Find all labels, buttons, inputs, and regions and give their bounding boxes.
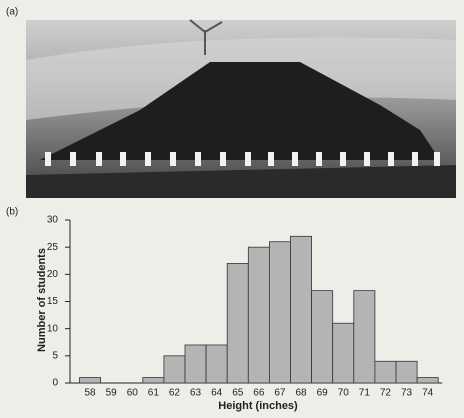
bar <box>163 355 186 384</box>
x-tick-label: 70 <box>338 388 350 399</box>
y-tick-label: 10 <box>47 323 59 334</box>
x-tick-label: 72 <box>380 388 392 399</box>
x-tick-label: 60 <box>127 388 139 399</box>
x-tick-label: 68 <box>295 388 307 399</box>
x-tick-label: 71 <box>359 388 371 399</box>
y-tick-label: 5 <box>52 350 58 361</box>
y-tick-label: 20 <box>47 269 59 280</box>
bar <box>205 344 228 384</box>
x-tick-label: 59 <box>106 388 118 399</box>
x-tick-label: 65 <box>232 388 244 399</box>
bar <box>353 290 376 384</box>
x-axis-label: Height (inches) <box>218 400 298 412</box>
x-tick-label: 63 <box>190 388 202 399</box>
x-tick-label: 74 <box>422 388 434 399</box>
bar <box>374 360 397 384</box>
bar <box>142 377 165 384</box>
bar <box>311 290 334 384</box>
x-tick-label: 73 <box>401 388 413 399</box>
y-tick-label: 25 <box>47 242 59 253</box>
bar <box>184 344 207 384</box>
bar <box>395 360 418 384</box>
panel-label: (a) <box>6 7 18 18</box>
bar <box>226 263 249 384</box>
y-tick-label: 0 <box>52 378 58 389</box>
bar <box>79 377 102 384</box>
bar <box>268 241 291 384</box>
y-axis-label: Number of students <box>36 248 48 352</box>
x-tick-label: 66 <box>253 388 265 399</box>
x-tick-label: 69 <box>317 388 329 399</box>
x-tick-label: 62 <box>169 388 181 399</box>
bar <box>290 235 313 384</box>
x-tick-label: 58 <box>84 388 96 399</box>
y-tick-label: 30 <box>47 215 59 226</box>
panel-label: (b) <box>6 207 18 218</box>
x-tick-label: 67 <box>274 388 286 399</box>
x-tick-label: 61 <box>148 388 160 399</box>
bar <box>332 322 355 384</box>
bar <box>416 377 439 384</box>
x-tick-label: 64 <box>211 388 223 399</box>
bar <box>247 246 270 384</box>
y-tick-label: 15 <box>47 296 59 307</box>
photo <box>26 19 456 198</box>
